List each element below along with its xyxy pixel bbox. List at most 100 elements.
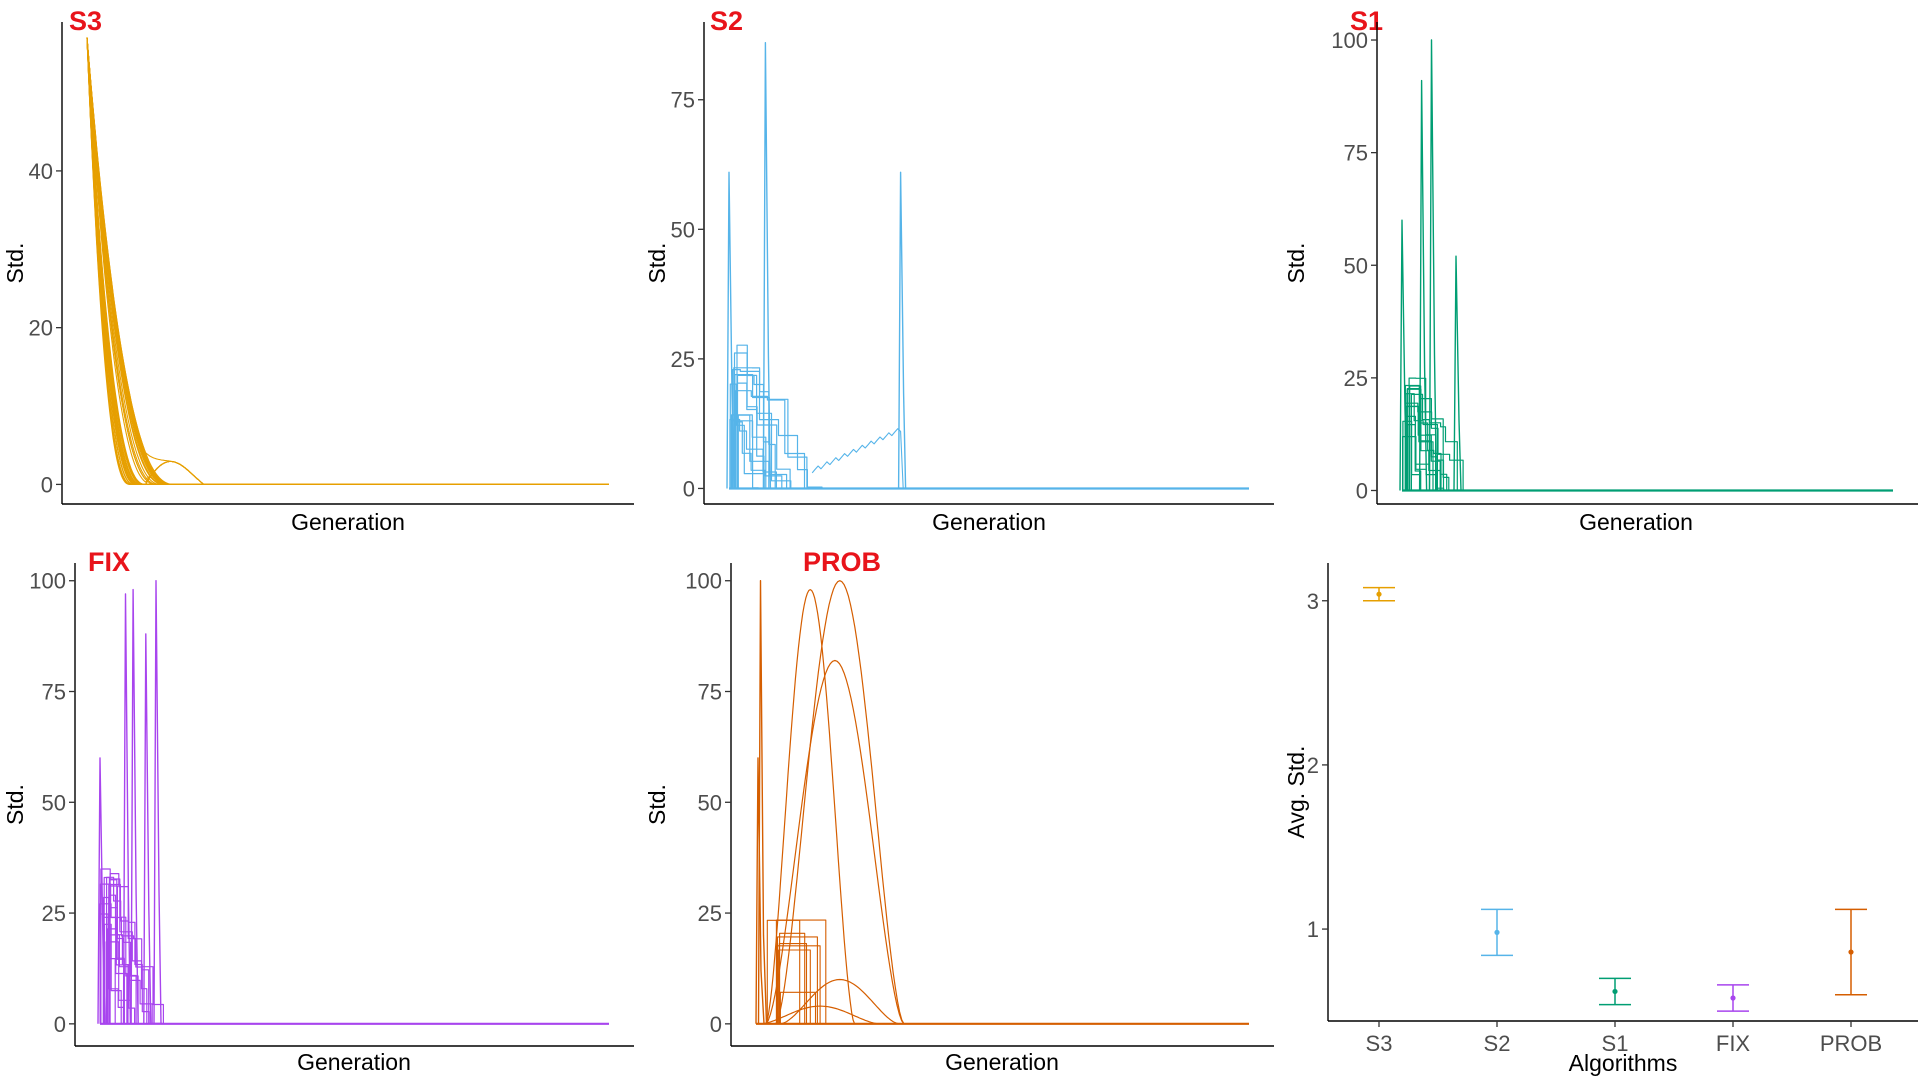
y-axis-label: Std. [2,784,28,825]
y-tick-label: 75 [1344,141,1368,166]
mean-point-prob [1848,949,1854,955]
panel-s3: S3 0 20 40 Generation Std. [2,6,634,535]
run-line [778,943,808,1024]
spike-line [726,171,735,489]
y-axis-label: Std. [644,784,670,825]
run-line [1406,388,1464,491]
series-line [86,37,609,485]
series-line [86,37,609,485]
series-line [86,37,609,485]
run-line [776,936,818,1024]
series-line [86,37,609,485]
series-line [86,37,609,485]
y-tick-label: 75 [698,680,722,705]
y-tick-label: 1 [1307,917,1319,942]
x-tick-label: S2 [1484,1031,1511,1056]
y-tick-label: 3 [1307,589,1319,614]
spike-line [143,633,152,1024]
x-tick-label: S1 [1602,1031,1629,1056]
x-tick-label: FIX [1716,1031,1751,1056]
run-line [779,991,817,1024]
spike-line [122,593,132,1024]
x-tick-label: PROB [1820,1031,1882,1056]
mean-point-fix [1730,995,1736,1001]
series-line [86,37,609,485]
run-line [731,420,803,490]
spike-line [1399,219,1408,491]
series-line [86,37,609,485]
panel-s2-title: S2 [710,6,743,36]
series-line [86,37,609,485]
y-tick-label: 25 [1344,366,1368,391]
spike-line [897,171,907,489]
series-line [86,37,609,485]
y-tick-label: 0 [683,476,695,501]
mean-point-s2 [1494,929,1500,935]
series-line [86,37,609,485]
mean-point-s1 [1612,988,1618,995]
y-tick-label: 20 [29,316,53,341]
panel-prob-title: PROB [803,547,881,577]
series-line [86,37,609,485]
x-axis-label: Algorithms [1569,1050,1678,1076]
y-axis-label: Std. [644,243,670,284]
x-axis-label: Generation [291,509,405,535]
run-line [1405,393,1449,492]
y-axis-label: Std. [2,243,28,284]
spike-line [153,580,162,1024]
series-line [86,37,609,485]
series-line [86,37,609,485]
hump-line [780,978,900,1025]
ramp-line [811,428,904,489]
panel-s3-title: S3 [69,6,102,36]
x-axis-label: Generation [932,509,1046,535]
spike-line [97,757,106,1024]
x-axis-label: Generation [297,1049,411,1075]
series-line [86,37,609,485]
y-tick-label: 50 [42,790,66,815]
run-line [733,367,790,490]
y-tick-label: 0 [1356,478,1368,503]
run-line [729,418,796,490]
run-line [734,374,823,489]
panel-s2: S2 0 25 50 75 Generation Std. [644,6,1274,535]
y-tick-label: 2 [1307,753,1319,778]
run-line [775,919,827,1024]
run-line [778,949,811,1024]
y-tick-label: 100 [1331,28,1368,53]
run-line [733,352,810,490]
series-line [86,37,609,485]
y-tick-label: 100 [685,569,722,594]
hump-line [765,589,856,1025]
y-tick-label: 25 [698,901,722,926]
panel-prob: PROB 0 25 50 75 100 Generation Std. [644,547,1274,1075]
series-line [86,37,609,485]
run-line [1404,384,1453,492]
series-line [86,37,609,485]
y-tick-label: 0 [54,1012,66,1037]
series-line [86,37,609,485]
series-line [86,37,609,485]
series-line [86,37,609,485]
series-line [86,37,609,485]
y-tick-label: 50 [698,790,722,815]
series-line [86,37,609,485]
y-axis-label: Avg. Std. [1283,746,1309,839]
series-line [86,37,609,485]
series-line [86,37,609,485]
y-tick-label: 0 [41,472,53,497]
run-line [1406,388,1458,492]
y-tick-label: 25 [42,901,66,926]
panel-fix: FIX 0 25 50 75 100 Generation Std. [2,547,634,1075]
mean-point-s3 [1376,591,1382,597]
hump-line [765,659,905,1025]
series-line [86,37,609,485]
series-line [86,37,609,485]
y-tick-label: 75 [42,680,66,705]
panel-avg: 1 2 3 Algorithms Avg. Std. S3 S2 S1 FIX PROB [1283,563,1918,1076]
y-tick-label: 0 [710,1012,722,1037]
series-line [86,37,609,485]
series-line [86,37,609,485]
spike-line [755,757,765,1024]
